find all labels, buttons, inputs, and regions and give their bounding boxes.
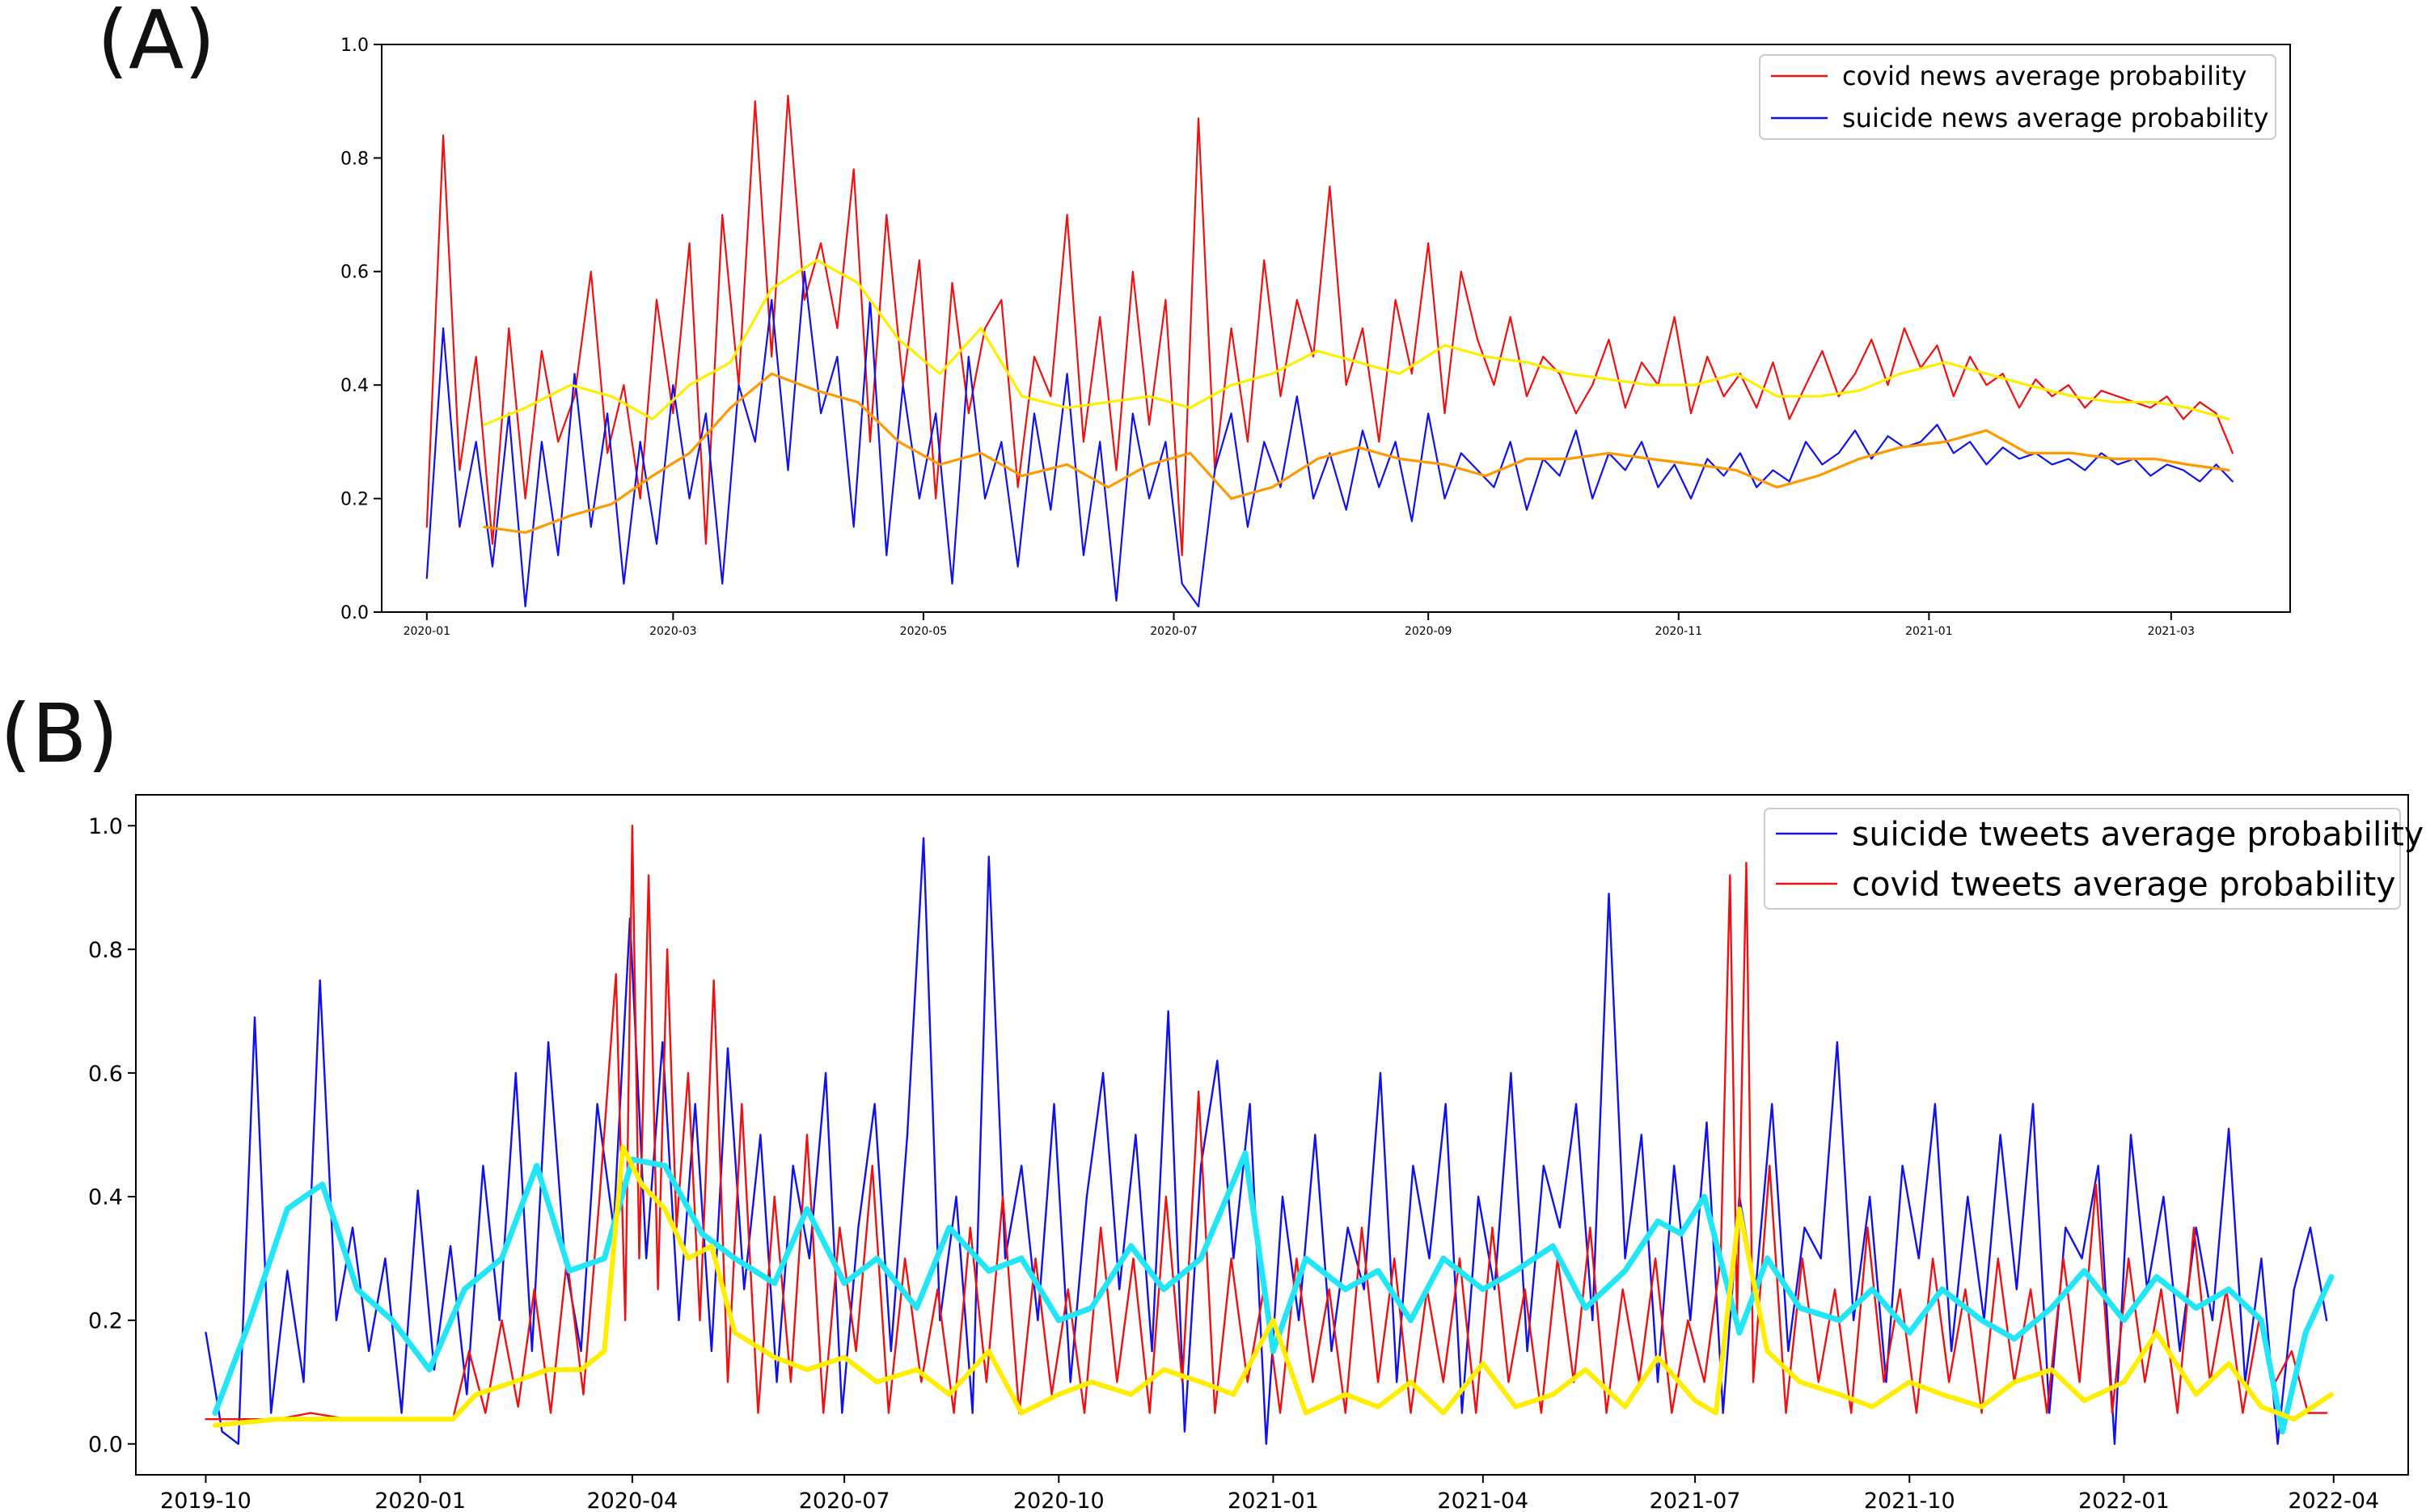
x-tick-label: 2021-01: [1905, 625, 1953, 638]
panel-b-legend: [1764, 808, 2401, 910]
panel-a-plot-frame: [381, 44, 2291, 613]
x-tick-label: 2020-05: [900, 625, 948, 638]
x-tick-label: 2020-10: [1013, 1489, 1105, 1512]
y-tick-label: 0.0: [88, 1432, 123, 1457]
legend-label: covid news average probability: [1842, 61, 2246, 91]
y-tick-label: 0.2: [88, 1309, 123, 1334]
y-tick-label: 0.6: [340, 263, 369, 283]
x-tick-label: 2022-01: [2078, 1489, 2170, 1512]
x-tick-label: 2021-10: [1864, 1489, 1955, 1512]
panel-b-series-line-2: [212, 1150, 2335, 1434]
panel-b-chart: 2019-10 2020-01 2020-04 2020-07 2020-10 2021-…: [88, 794, 2424, 1512]
x-tick-label: 2021-07: [1650, 1489, 1741, 1512]
panel-a-series-line-2: [483, 259, 2230, 426]
x-tick-label: 2022-04: [2288, 1489, 2379, 1512]
panel-a-chart: 2020-01 2020-03 2020-05 2020-07 2020-09 2020-…: [340, 36, 2291, 638]
panel-a-label: (A): [97, 0, 216, 87]
y-tick-label: 0.8: [340, 149, 369, 169]
legend-label: suicide tweets average probability: [1852, 814, 2424, 853]
y-tick-label: 0.2: [340, 490, 369, 510]
x-tick-label: 2021-01: [1228, 1489, 1319, 1512]
x-tick-label: 2020-04: [586, 1489, 678, 1512]
y-tick-label: 0.4: [340, 376, 369, 396]
legend-label: suicide news average probability: [1842, 103, 2268, 133]
x-tick-label: 2019-10: [160, 1489, 251, 1512]
y-tick-label: 0.0: [340, 603, 369, 623]
y-tick-label: 0.6: [88, 1062, 123, 1087]
panel-a-series-line-1: [425, 270, 2234, 608]
x-tick-label: 2020-07: [799, 1489, 890, 1512]
panel-b-series-line-0: [205, 837, 2328, 1446]
y-tick-label: 0.4: [88, 1185, 123, 1210]
panel-a-legend: [1759, 54, 2276, 140]
panel-a-series-line-0: [425, 95, 2234, 556]
x-tick-label: 2021-03: [2148, 625, 2196, 638]
panel-a-series-line-3: [483, 372, 2230, 534]
x-tick-label: 2020-01: [374, 1489, 466, 1512]
panel-b-series-line-3: [213, 1144, 2334, 1428]
x-tick-label: 2020-03: [649, 625, 697, 638]
y-tick-label: 0.8: [88, 938, 123, 963]
x-tick-label: 2020-09: [1405, 625, 1452, 638]
panel-b-plot-frame: [135, 794, 2409, 1476]
x-tick-label: 2021-04: [1437, 1489, 1528, 1512]
x-tick-label: 2020-01: [404, 625, 451, 638]
x-tick-label: 2020-11: [1655, 625, 1703, 638]
y-tick-label: 1.0: [88, 814, 123, 839]
panel-b-label: (B): [0, 686, 119, 781]
y-tick-label: 1.0: [340, 36, 369, 56]
panel-b-series-line-1: [205, 825, 2328, 1421]
x-tick-label: 2020-07: [1150, 625, 1198, 638]
legend-label: covid tweets average probability: [1852, 864, 2396, 903]
